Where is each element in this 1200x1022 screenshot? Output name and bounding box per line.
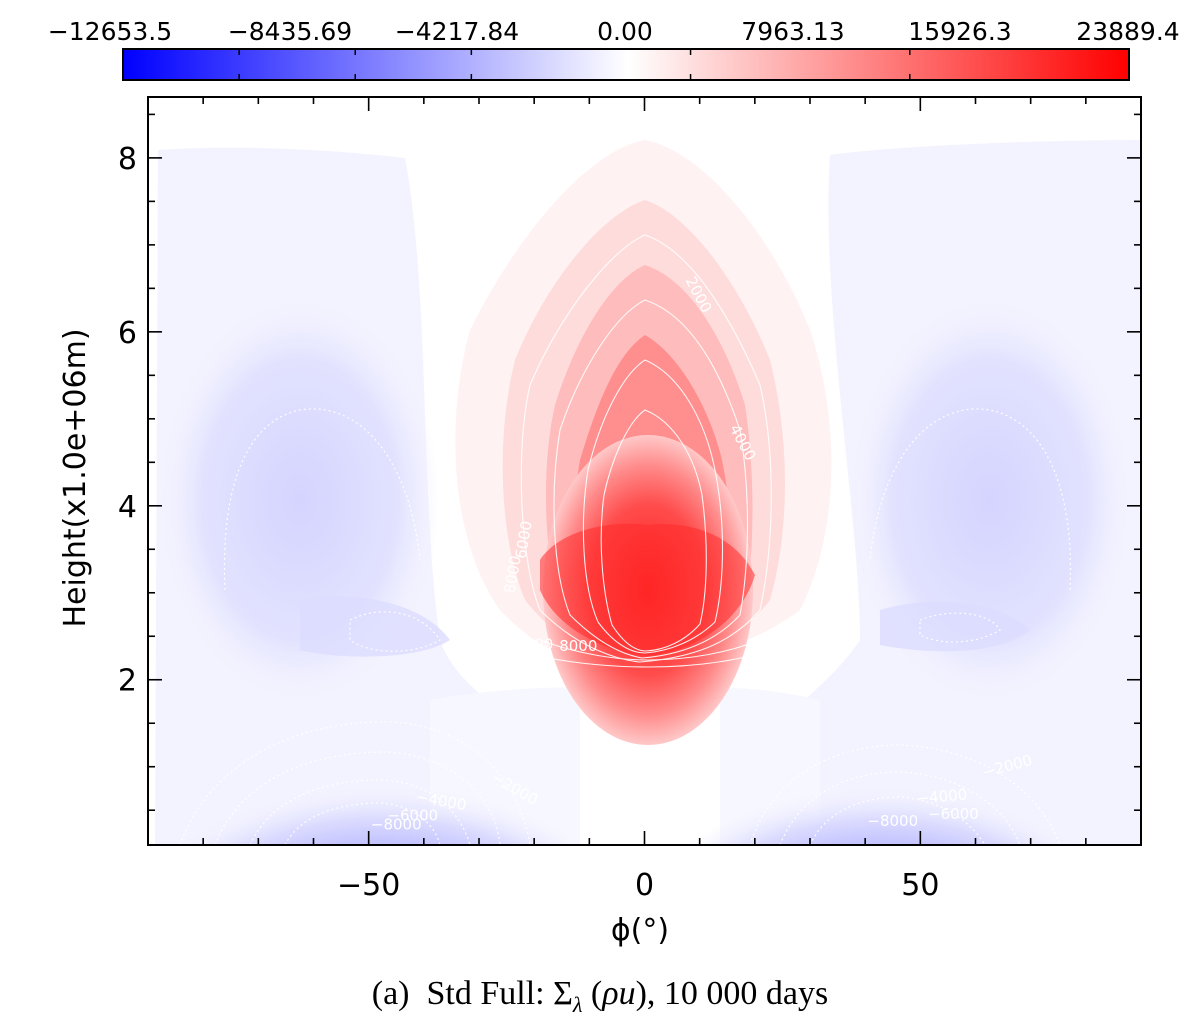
contour-field — [148, 97, 1141, 845]
colorbar-tick-label: 15926.3 — [908, 17, 1011, 46]
caption-prefix: (a) Std Full: Σ — [371, 975, 573, 1012]
contour-label: −8000 — [867, 812, 918, 830]
colorbar-gradient — [122, 48, 1130, 81]
positive-contours — [514, 234, 781, 668]
negative-cell-south-surface — [148, 670, 620, 845]
negative-cell-north-surface — [650, 675, 1110, 845]
contour-label: −8000 — [371, 815, 422, 833]
negative-contours — [179, 408, 1072, 845]
axis-tick-marks — [147, 97, 1142, 845]
contour-label: 2000 — [515, 635, 553, 653]
y-tick-label: 2 — [118, 664, 137, 699]
colorbar-tick-label: −4217.84 — [395, 17, 519, 46]
caption-middle: ( — [582, 975, 603, 1012]
caption-rho: ρ — [602, 975, 619, 1012]
figure-caption: (a) Std Full: Σλ (ρu), 10 000 days — [0, 975, 1200, 1018]
caption-suffix: ), 10 000 days — [635, 975, 829, 1012]
y-tick-label: 6 — [118, 316, 137, 351]
colorbar: −12653.5 −8435.69 −4217.84 0.00 7963.13 … — [48, 17, 1180, 81]
contour-label: 8000 — [559, 637, 597, 655]
colorbar-tick-label: −8435.69 — [228, 17, 352, 46]
y-axis-label: Height(x1.0e+06m) — [58, 328, 93, 627]
x-tick-label: 50 — [901, 868, 939, 903]
contour-label: −6000 — [387, 807, 438, 825]
x-axis-label: ϕ(°) — [611, 913, 669, 948]
colorbar-tick-marks — [122, 49, 1130, 80]
x-tick-labels: −50 0 50 — [337, 868, 939, 903]
colorbar-tick-labels: −12653.5 −8435.69 −4217.84 0.00 7963.13 … — [48, 17, 1180, 46]
contour-label: −4000 — [916, 785, 968, 807]
colorbar-tick-label: 23889.4 — [1076, 17, 1179, 46]
negative-lobe-north-mid — [850, 300, 1130, 700]
colorbar-tick-label: 0.00 — [597, 17, 653, 46]
contour-label: −6000 — [928, 805, 979, 823]
caption-subscript: λ — [572, 991, 583, 1017]
y-tick-label: 8 — [118, 142, 137, 177]
x-tick-label: −50 — [337, 868, 400, 903]
caption-u: u — [618, 975, 636, 1012]
x-tick-label: 0 — [635, 868, 654, 903]
y-tick-labels: 2 4 6 8 — [118, 142, 137, 699]
y-tick-label: 4 — [118, 490, 137, 525]
colorbar-tick-label: −12653.5 — [48, 17, 172, 46]
colorbar-tick-label: 7963.13 — [741, 17, 844, 46]
